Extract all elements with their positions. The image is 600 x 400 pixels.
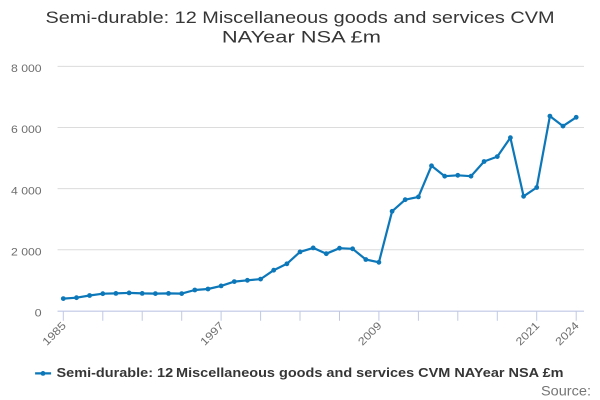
svg-text:Semi-durable: 12 Miscellaneous: Semi-durable: 12 Miscellaneous goods and… xyxy=(46,8,555,27)
svg-text:4 000: 4 000 xyxy=(11,185,42,197)
svg-text:Semi-durable: 12 Miscellaneous: Semi-durable: 12 Miscellaneous goods and… xyxy=(57,365,564,380)
svg-text:Source:: Source: xyxy=(541,384,591,399)
svg-text:2 000: 2 000 xyxy=(11,246,42,258)
svg-text:0: 0 xyxy=(35,308,42,320)
svg-text:NAYear NSA £m: NAYear NSA £m xyxy=(222,28,381,47)
svg-text:6 000: 6 000 xyxy=(11,124,42,136)
svg-text:8 000: 8 000 xyxy=(11,63,42,75)
